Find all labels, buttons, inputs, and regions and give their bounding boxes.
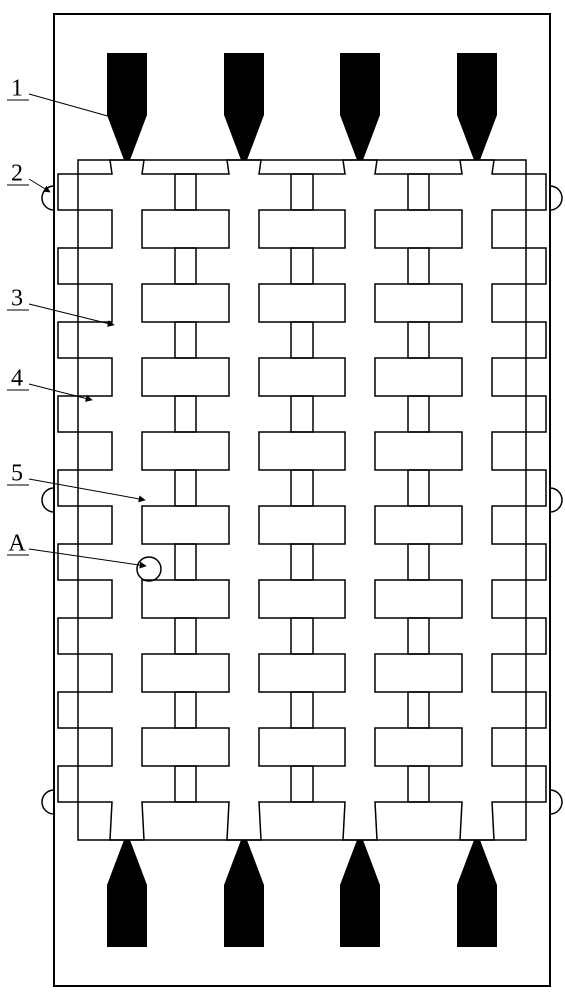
funnel-bottom-1 <box>224 840 264 947</box>
callout-label: A <box>8 531 26 557</box>
callout-leader <box>29 479 145 500</box>
funnel-bottom-0 <box>107 840 147 947</box>
funnel-top-3 <box>457 53 497 160</box>
callout-label: 3 <box>11 286 23 312</box>
diagram-root: { "canvas": { "w": 565, "h": 1000, "bg":… <box>0 0 565 1000</box>
funnel-top-1 <box>224 53 264 160</box>
diagram-svg: 1 2 3 4 5 A <box>0 0 565 1000</box>
tab-left-1 <box>42 488 54 512</box>
tab-left-0 <box>42 186 54 210</box>
funnel-bottom-2 <box>340 840 380 947</box>
callout-label: 1 <box>11 76 23 102</box>
detail-circle <box>137 557 161 581</box>
tab-right-2 <box>550 790 562 814</box>
funnel-bottom-3 <box>457 840 497 947</box>
callout-label: 5 <box>11 461 23 487</box>
callout-label: 4 <box>11 366 23 392</box>
funnel-top-2 <box>340 53 380 160</box>
inner-frame <box>78 160 526 840</box>
tab-right-1 <box>550 488 562 512</box>
callout-label: 2 <box>11 161 23 187</box>
funnel-top-0 <box>107 53 147 160</box>
callout-leader <box>29 179 50 192</box>
tab-right-0 <box>550 186 562 210</box>
callout-leader <box>29 549 146 566</box>
tab-left-2 <box>42 790 54 814</box>
callout-leader <box>29 384 92 400</box>
